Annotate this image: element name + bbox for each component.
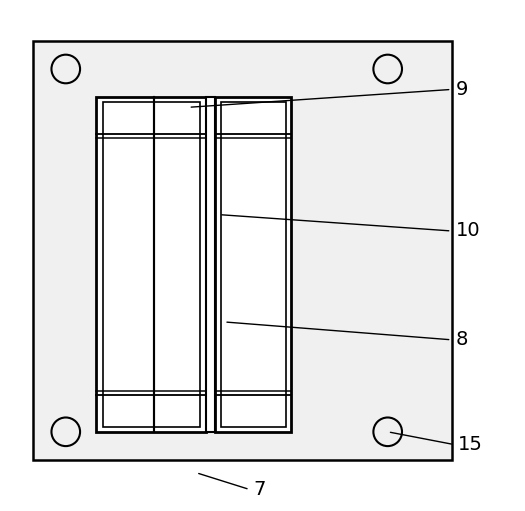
- Bar: [97, 97, 206, 432]
- Bar: [220, 102, 286, 427]
- Text: 10: 10: [456, 221, 480, 241]
- Text: 8: 8: [456, 330, 468, 350]
- Circle shape: [373, 417, 402, 446]
- Bar: [33, 41, 452, 460]
- Bar: [206, 97, 215, 432]
- Bar: [215, 97, 291, 432]
- Text: 9: 9: [456, 80, 468, 99]
- Circle shape: [51, 55, 80, 83]
- Circle shape: [51, 417, 80, 446]
- Text: 7: 7: [254, 480, 266, 499]
- Bar: [102, 102, 200, 427]
- Circle shape: [373, 55, 402, 83]
- Text: 15: 15: [458, 435, 483, 454]
